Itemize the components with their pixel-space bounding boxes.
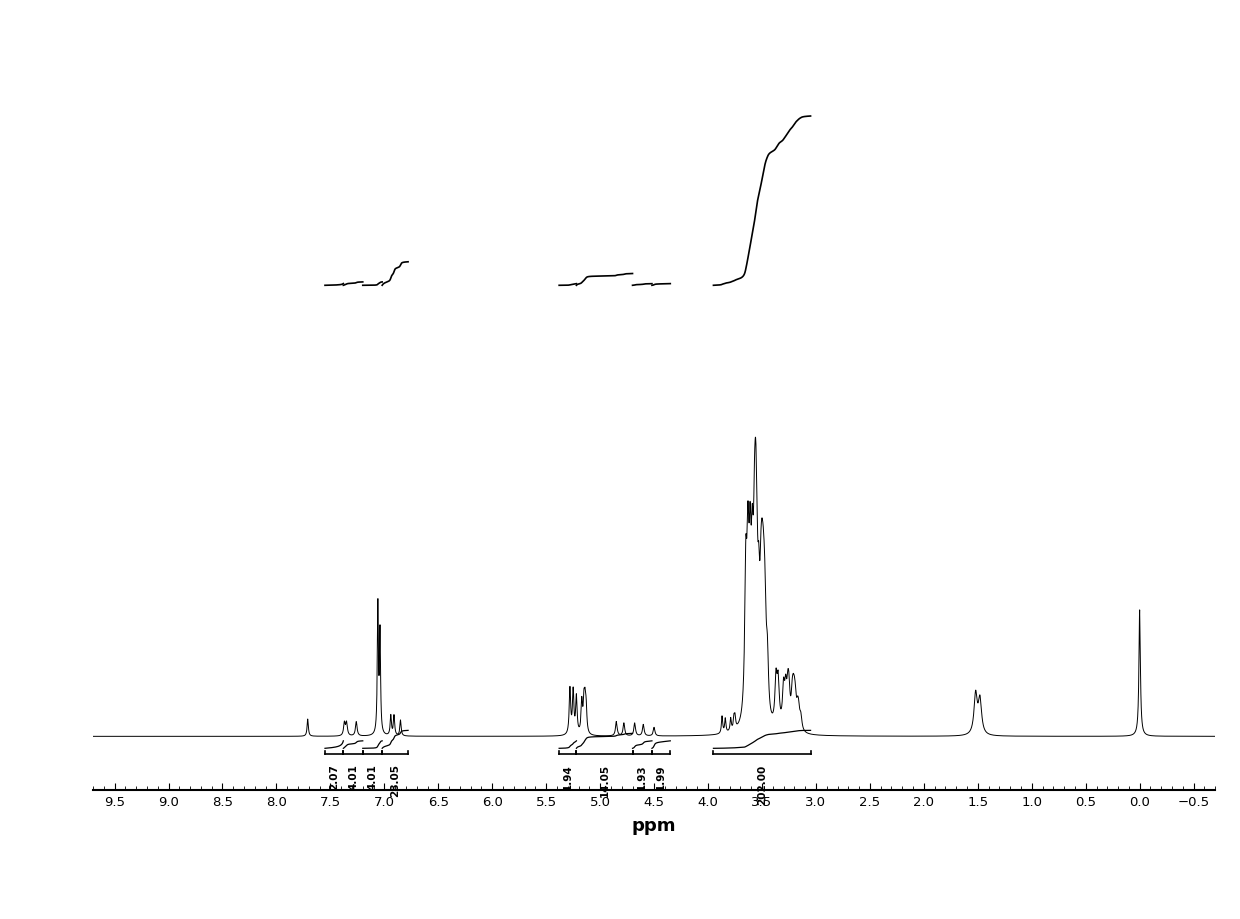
- Text: 7.37: 7.37: [345, 40, 353, 60]
- Text: 3.79: 3.79: [730, 40, 740, 60]
- Text: 3.37: 3.37: [776, 40, 785, 60]
- Text: 2.07: 2.07: [329, 764, 340, 789]
- Text: 3.87: 3.87: [722, 40, 732, 60]
- Text: 7.06: 7.06: [378, 40, 387, 60]
- Text: 28.05: 28.05: [391, 764, 401, 797]
- Text: 3.64: 3.64: [746, 40, 756, 60]
- Text: 3.76: 3.76: [734, 40, 743, 60]
- Text: 3.14: 3.14: [801, 40, 810, 60]
- Text: 3.48: 3.48: [764, 40, 774, 60]
- Text: 3.75: 3.75: [735, 40, 744, 60]
- Text: 202.00: 202.00: [756, 764, 768, 803]
- Text: 3.57: 3.57: [754, 40, 764, 60]
- Text: 6.85: 6.85: [401, 40, 409, 60]
- Text: 3.64: 3.64: [746, 40, 756, 60]
- Text: 1.94: 1.94: [563, 764, 573, 789]
- Text: 3.84: 3.84: [725, 40, 734, 60]
- Text: 5.17: 5.17: [582, 40, 590, 60]
- Text: 7.26: 7.26: [356, 40, 366, 60]
- Text: 3.59: 3.59: [753, 40, 761, 60]
- Text: 3.65: 3.65: [745, 40, 755, 60]
- Text: 3.51: 3.51: [761, 40, 770, 60]
- Text: 5.25: 5.25: [573, 40, 582, 60]
- Text: 6.94: 6.94: [391, 40, 399, 60]
- Text: 1.99: 1.99: [656, 764, 666, 789]
- Text: 5.13: 5.13: [587, 40, 595, 60]
- Text: 7.04: 7.04: [379, 40, 389, 60]
- Text: 3.19: 3.19: [795, 40, 805, 60]
- Text: 3.63: 3.63: [748, 40, 756, 60]
- Text: 3.22: 3.22: [792, 40, 801, 60]
- Text: 3.51: 3.51: [761, 40, 770, 60]
- Text: 7.71: 7.71: [308, 40, 316, 60]
- Text: 3.47: 3.47: [765, 40, 774, 60]
- Text: 1.93: 1.93: [637, 764, 647, 789]
- Text: 3.53: 3.53: [759, 40, 768, 60]
- Text: 3.45: 3.45: [768, 40, 776, 60]
- Text: 3.30: 3.30: [784, 40, 792, 60]
- Text: 3.25: 3.25: [789, 40, 799, 60]
- Text: 5.25: 5.25: [573, 40, 582, 60]
- Text: 7.35: 7.35: [346, 40, 356, 60]
- Text: 3.56: 3.56: [755, 40, 765, 60]
- Text: 14.05: 14.05: [599, 764, 610, 797]
- Text: 3.16: 3.16: [799, 40, 807, 60]
- Text: 3.28: 3.28: [786, 40, 795, 60]
- X-axis label: ppm: ppm: [632, 816, 676, 834]
- Text: 5.15: 5.15: [584, 40, 593, 60]
- Text: 5.14: 5.14: [585, 40, 594, 60]
- Text: 3.49: 3.49: [763, 40, 773, 60]
- Text: 3.26: 3.26: [787, 40, 797, 60]
- Text: 3.55: 3.55: [756, 40, 765, 60]
- Text: 3.61: 3.61: [750, 40, 759, 60]
- Text: 4.01: 4.01: [367, 764, 377, 789]
- Text: 3.21: 3.21: [794, 40, 802, 60]
- Text: 3.17: 3.17: [797, 40, 806, 60]
- Text: 6.91: 6.91: [394, 40, 403, 60]
- Text: 4.01: 4.01: [348, 764, 358, 789]
- Text: 3.50: 3.50: [763, 40, 771, 60]
- Text: 3.20: 3.20: [795, 40, 804, 60]
- Text: 3.35: 3.35: [779, 40, 787, 60]
